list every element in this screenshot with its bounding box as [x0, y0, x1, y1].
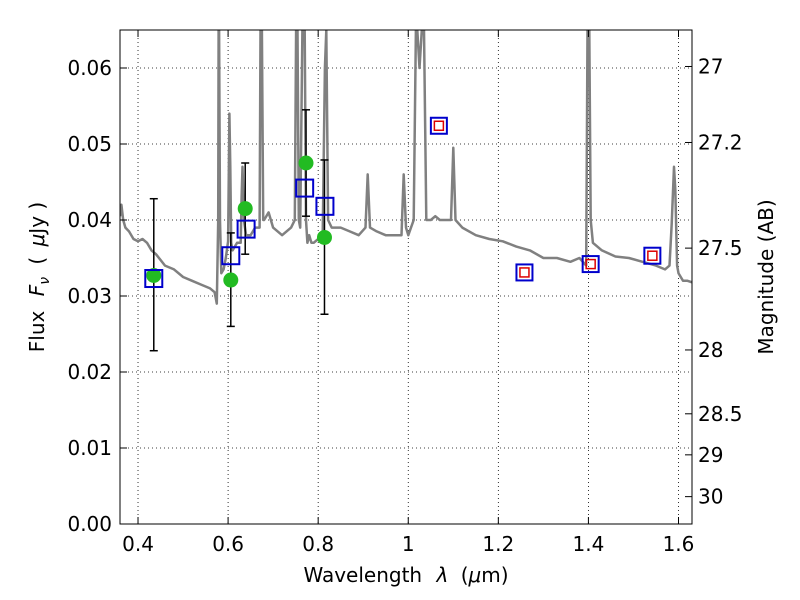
y2-tick-label: 30 — [698, 485, 723, 509]
series-layer — [120, 30, 692, 352]
plot-area — [120, 30, 692, 352]
y2-tick-label: 28 — [698, 338, 723, 362]
y-tick-label: 0.01 — [67, 436, 112, 460]
y-axis-label-unit-open: ( — [25, 257, 49, 265]
y-tick-label: 0.06 — [67, 56, 112, 80]
y-axis-label-symbol: F — [25, 284, 49, 296]
y2-tick-label: 27.2 — [698, 130, 743, 154]
y2-axis-label: Magnitude (AB) — [754, 199, 778, 354]
y-axis-label-unit-rest: Jy ) — [25, 202, 49, 236]
x-tick-label: 0.6 — [212, 532, 244, 556]
model-band-flux-marker — [295, 178, 315, 198]
x-axis-label-text: Wavelength — [303, 563, 422, 587]
y-axis-label-text: Flux — [25, 310, 49, 352]
y-tick-label: 0.05 — [67, 132, 112, 156]
y-tick-label: 0.00 — [67, 512, 112, 536]
x-tick-label: 1.6 — [663, 532, 695, 556]
y2-tick-label: 28.5 — [698, 402, 743, 426]
predicted-flux-marker-inner — [433, 120, 445, 132]
observed-flux-point — [223, 272, 239, 288]
y2-tick-label: 27 — [698, 54, 723, 78]
x-axis-label-unit-rest: m) — [481, 563, 508, 587]
observed-flux-point — [237, 201, 253, 217]
grid — [120, 30, 692, 524]
predicted-flux-marker-outer — [429, 116, 448, 135]
y2-tick-label: 27.5 — [698, 236, 743, 260]
predicted-flux-marker-inner — [585, 258, 596, 270]
y-axis-label: Flux Fν ( μJy ) — [25, 202, 54, 352]
predicted-flux-marker-outer — [581, 255, 600, 274]
model-band-flux-marker — [144, 269, 164, 289]
predicted-flux-marker-outer — [643, 246, 662, 265]
model-band-flux-marker — [315, 196, 335, 216]
x-tick-label: 1.4 — [573, 532, 605, 556]
x-axis-label-symbol: λ — [435, 563, 448, 587]
observed-flux-point — [298, 155, 314, 171]
y-axis-label-unit-mu: μ — [25, 234, 49, 248]
ticks: 0.4 0.6 0.8 1 1.2 1.4 1.6 0.00 0.01 0.02 0.03 0.04 0… — [67, 30, 743, 556]
x-tick-label: 1.2 — [482, 532, 514, 556]
predicted-flux-marker-inner — [519, 267, 530, 278]
x-tick-label: 0.8 — [302, 532, 334, 556]
model-band-flux-marker — [236, 219, 256, 239]
y-tick-label: 0.04 — [67, 208, 112, 232]
y-tick-label: 0.02 — [67, 360, 112, 384]
observed-flux-point — [316, 229, 332, 245]
y-tick-label: 0.03 — [67, 284, 112, 308]
x-axis-label-unit-open: ( — [461, 563, 469, 587]
x-axis-label-unit-mu: μ — [468, 563, 482, 587]
y-axis-label-subscript: ν — [37, 277, 53, 285]
model-band-flux-marker — [221, 246, 241, 266]
x-axis-label: Wavelength λ (μm) — [303, 563, 508, 587]
x-tick-label: 0.4 — [122, 532, 154, 556]
observed-flux-point — [146, 267, 162, 283]
model-spectrum-line — [120, 30, 692, 305]
y2-tick-label: 29 — [698, 443, 723, 467]
plot-frame — [119, 29, 693, 525]
predicted-flux-marker-outer — [515, 263, 534, 282]
predicted-flux-marker-inner — [647, 250, 658, 261]
x-tick-label: 1 — [402, 532, 415, 556]
